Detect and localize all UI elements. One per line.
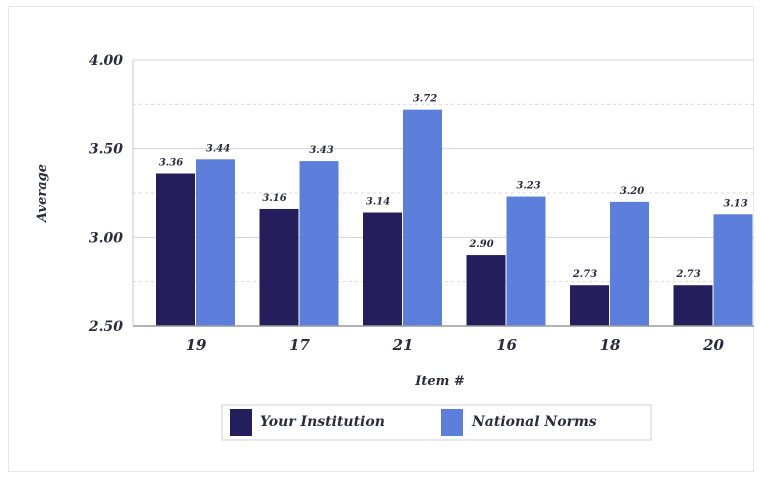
bar-national-norms <box>403 109 442 326</box>
legend-swatch-national-norms <box>441 409 463 436</box>
x-axis-title: Item # <box>414 374 465 389</box>
legend-swatch-your-institution <box>230 409 252 436</box>
bar-your-institution <box>363 212 402 326</box>
x-tick-label: 19 <box>186 336 207 354</box>
legend-label-national-norms: National Norms <box>471 414 597 430</box>
y-tick-label: 3.00 <box>89 230 123 246</box>
bar-value-label: 3.23 <box>516 181 540 192</box>
data-labels: 3.36 3.44 3.16 3.43 3.14 3.72 2.90 3.23 2.73 3.20… <box>159 94 748 281</box>
bar-value-label: 3.36 <box>159 157 183 168</box>
y-tick-labels: 2.50 3.00 3.50 4.00 <box>88 53 123 335</box>
y-tick-label: 4.00 <box>89 53 123 69</box>
bar-national-norms <box>299 161 339 326</box>
bar-value-label: 2.73 <box>572 269 597 280</box>
bar-your-institution <box>570 285 609 326</box>
x-tick-labels: 19 17 21 16 18 20 <box>186 336 725 354</box>
bar-your-institution <box>156 173 195 326</box>
x-tick-label: 21 <box>392 336 414 354</box>
legend-box <box>221 404 652 441</box>
bar-value-label: 3.20 <box>620 186 644 197</box>
legend-label-your-institution: Your Institution <box>260 414 385 430</box>
bar-national-norms <box>713 214 753 326</box>
bar-value-label: 3.13 <box>723 198 747 209</box>
bar-national-norms <box>196 159 235 326</box>
y-tick-label: 3.50 <box>89 142 123 158</box>
bar-value-label: 3.44 <box>206 143 230 154</box>
axes <box>132 60 754 327</box>
y-axis-title: Average <box>35 164 50 224</box>
bar-national-norms <box>610 201 649 326</box>
bar-your-institution <box>466 255 506 326</box>
x-tick-label: 20 <box>702 336 724 354</box>
bar-value-label: 3.14 <box>366 197 390 208</box>
x-tick-label: 18 <box>600 336 621 354</box>
y-tick-label: 2.50 <box>88 319 123 335</box>
bar-value-label: 2.90 <box>468 239 493 250</box>
bars <box>156 109 753 326</box>
x-tick-label: 16 <box>496 336 517 354</box>
legend: Your Institution National Norms <box>221 404 652 441</box>
bar-value-label: 3.16 <box>262 193 286 204</box>
bar-value-label: 3.43 <box>309 145 333 156</box>
bar-value-label: 3.72 <box>413 94 437 105</box>
x-tick-label: 17 <box>289 336 310 354</box>
bar-your-institution <box>673 285 713 326</box>
bar-your-institution <box>259 208 299 326</box>
bar-value-label: 2.73 <box>675 269 700 280</box>
bar-national-norms <box>506 196 546 326</box>
